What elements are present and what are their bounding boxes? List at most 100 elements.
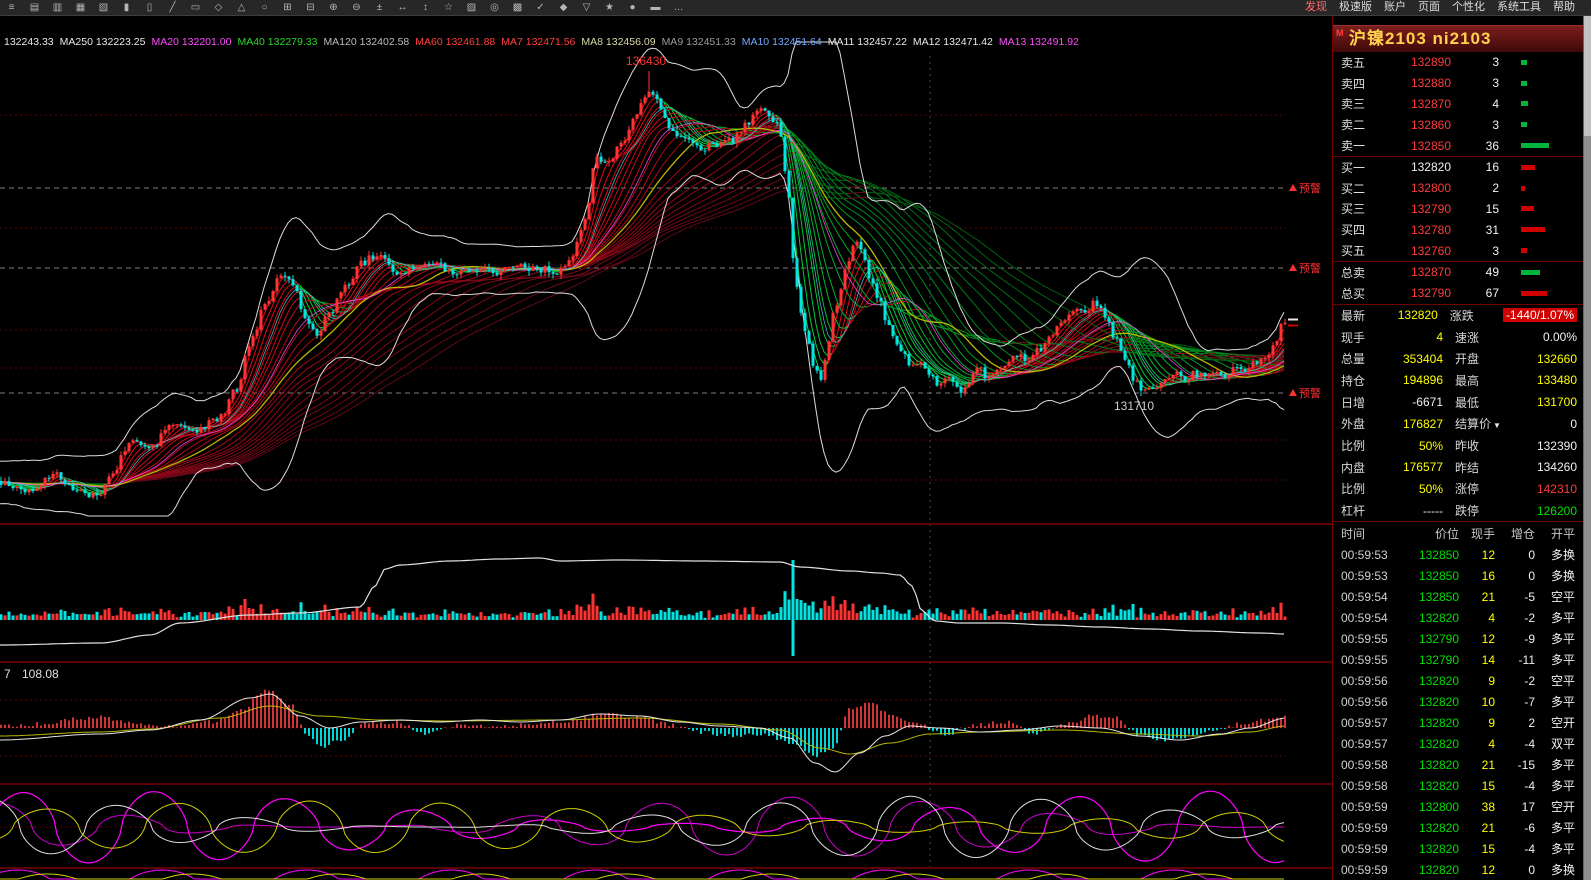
trade-row[interactable]: 00:59:56 132820 9 -2 空平 bbox=[1333, 670, 1583, 691]
orderbook-row[interactable]: 买三 132790 15 bbox=[1333, 199, 1583, 220]
orderbook-row[interactable]: 卖五 132890 3 bbox=[1333, 52, 1583, 73]
stat-label: 最高 bbox=[1455, 373, 1480, 388]
triangle-draw-icon[interactable]: △ bbox=[237, 2, 246, 13]
trade-row[interactable]: 00:59:58 132820 21 -15 多平 bbox=[1333, 754, 1583, 775]
rectangle-draw-icon[interactable]: ▭ bbox=[190, 2, 201, 13]
favorite-icon[interactable]: ☆ bbox=[444, 2, 453, 13]
orderbook-row[interactable]: 买四 132780 31 bbox=[1333, 219, 1583, 240]
chevron-down-icon[interactable]: ▼ bbox=[1493, 421, 1501, 431]
toolbar-menu-item[interactable]: 极速版 bbox=[1339, 1, 1372, 13]
orderbook-qty: 31 bbox=[1485, 222, 1499, 237]
scrollbar-thumb[interactable] bbox=[1584, 16, 1591, 136]
menu-icon[interactable]: ≡ bbox=[8, 2, 15, 13]
scrollbar[interactable] bbox=[1583, 16, 1591, 880]
trough-price-label: 131710 bbox=[1114, 399, 1154, 413]
toolbar-menu-item[interactable]: 个性化 bbox=[1452, 1, 1485, 13]
target-icon[interactable]: ◎ bbox=[490, 2, 499, 13]
diamond-draw-icon[interactable]: ◇ bbox=[214, 2, 223, 13]
stat-value: 0.00% bbox=[1542, 330, 1577, 345]
ohlc-bar-icon[interactable]: ▯ bbox=[146, 2, 153, 13]
trade-cell: 38 bbox=[1481, 799, 1495, 814]
orderbook-row[interactable]: 买五 132760 3 bbox=[1333, 240, 1583, 261]
toolbar-menu-item[interactable]: 页面 bbox=[1418, 1, 1440, 13]
grid-settings-icon[interactable]: ▩ bbox=[512, 2, 523, 13]
stat-label: 总量 bbox=[1341, 352, 1366, 367]
trade-row[interactable]: 00:59:54 132850 21 -5 空平 bbox=[1333, 586, 1583, 607]
trade-list-body[interactable]: 00:59:53 132850 12 0 多换 00:59:53 132850 16 0 多换 00… bbox=[1333, 544, 1583, 880]
confirm-icon[interactable]: ✓ bbox=[536, 2, 545, 13]
trade-row[interactable]: 00:59:53 132850 16 0 多换 bbox=[1333, 565, 1583, 586]
trade-row[interactable]: 00:59:57 132820 4 -4 双平 bbox=[1333, 733, 1583, 754]
orderbook-row[interactable]: 总卖 132870 49 bbox=[1333, 262, 1583, 283]
zoom-out-icon[interactable]: ⊖ bbox=[352, 2, 361, 13]
open-layout-icon[interactable]: ▥ bbox=[52, 2, 63, 13]
volume-profile-icon[interactable]: ▬ bbox=[650, 2, 661, 13]
remove-indicator-icon[interactable]: ⊟ bbox=[306, 2, 315, 13]
alert-marker[interactable]: 预警 bbox=[1289, 261, 1321, 275]
candlestick-icon[interactable]: ▮ bbox=[123, 2, 130, 13]
orderbook-qty: 49 bbox=[1485, 265, 1499, 280]
orderbook-row[interactable]: 卖四 132880 3 bbox=[1333, 73, 1583, 94]
orderbook-price: 132820 bbox=[1410, 160, 1451, 175]
orderbook-row[interactable]: 卖二 132860 3 bbox=[1333, 114, 1583, 135]
trade-cell: 00:59:59 bbox=[1341, 841, 1388, 856]
trade-row[interactable]: 00:59:59 132820 15 -4 多平 bbox=[1333, 838, 1583, 859]
save-layout-icon[interactable]: ▦ bbox=[75, 2, 86, 13]
trade-row[interactable]: 00:59:53 132850 12 0 多换 bbox=[1333, 544, 1583, 565]
trade-row[interactable]: 00:59:56 132820 10 -7 多平 bbox=[1333, 691, 1583, 712]
trade-row[interactable]: 00:59:58 132820 15 -4 多平 bbox=[1333, 775, 1583, 796]
stat-value: 126200 bbox=[1536, 503, 1577, 518]
trade-row[interactable]: 00:59:55 132790 14 -11 多平 bbox=[1333, 649, 1583, 670]
trade-row[interactable]: 00:59:57 132820 9 2 空开 bbox=[1333, 712, 1583, 733]
circle-draw-icon[interactable]: ○ bbox=[261, 2, 268, 13]
chart-area[interactable]: 136430 131710 预警 预警 预警 7 108.08 132243.33 MA250… bbox=[0, 16, 1332, 880]
trade-cell: 132820 bbox=[1418, 694, 1459, 709]
dot-marker-icon[interactable]: ● bbox=[629, 2, 636, 13]
pan-vertical-icon[interactable]: ↕ bbox=[423, 2, 428, 13]
marker-icon[interactable]: ◆ bbox=[559, 2, 568, 13]
toolbar-menu-item[interactable]: 账户 bbox=[1384, 1, 1406, 13]
trade-cell: 132800 bbox=[1418, 799, 1459, 814]
pattern-icon[interactable]: ▨ bbox=[466, 2, 477, 13]
trade-row[interactable]: 00:59:59 132820 12 0 多换 bbox=[1333, 859, 1583, 880]
toolbar-menu-item[interactable]: 发现 bbox=[1305, 1, 1327, 13]
pan-horizontal-icon[interactable]: ↔ bbox=[397, 2, 408, 13]
stat-value: -1440/1.07% bbox=[1502, 308, 1577, 323]
orderbook-row[interactable]: 总买 132790 67 bbox=[1333, 283, 1583, 304]
stat-label: 比例 bbox=[1341, 482, 1366, 497]
new-layout-icon[interactable]: ▤ bbox=[29, 2, 40, 13]
orderbook-row[interactable]: 买一 132820 16 bbox=[1333, 157, 1583, 178]
trade-cell: 4 bbox=[1488, 736, 1495, 751]
page-grid-icon[interactable]: ▧ bbox=[98, 2, 109, 13]
orderbook-row[interactable]: 卖三 132870 4 bbox=[1333, 94, 1583, 115]
trade-row[interactable]: 00:59:59 132800 38 17 空开 bbox=[1333, 796, 1583, 817]
orderbook-row-label: 卖四 bbox=[1341, 76, 1366, 91]
contract-title-bar[interactable]: M 沪镍2103 ni2103 bbox=[1333, 25, 1583, 52]
add-indicator-icon[interactable]: ⊞ bbox=[283, 2, 292, 13]
toolbar-menu-item[interactable]: 系统工具 bbox=[1497, 1, 1541, 13]
alert-marker[interactable]: 预警 bbox=[1289, 386, 1321, 400]
toolbar-menu-item[interactable]: 帮助 bbox=[1553, 1, 1575, 13]
star-icon[interactable]: ★ bbox=[605, 2, 614, 13]
more-icon[interactable]: … bbox=[673, 2, 684, 13]
orderbook-row[interactable]: 卖一 132850 36 bbox=[1333, 135, 1583, 156]
trade-row[interactable]: 00:59:59 132820 21 -6 多平 bbox=[1333, 817, 1583, 838]
alert-marker[interactable]: 预警 bbox=[1289, 181, 1321, 195]
orderbook-row[interactable]: 买二 132800 2 bbox=[1333, 178, 1583, 199]
trade-cell: 14 bbox=[1481, 652, 1495, 667]
trade-cell: -11 bbox=[1518, 652, 1535, 667]
trade-row[interactable]: 00:59:55 132790 12 -9 多平 bbox=[1333, 628, 1583, 649]
trade-row[interactable]: 00:59:54 132820 4 -2 多平 bbox=[1333, 607, 1583, 628]
down-marker-icon[interactable]: ▽ bbox=[582, 2, 591, 13]
ma-value-MA12: MA12 132471.42 bbox=[912, 36, 993, 48]
trade-cell: 多平 bbox=[1550, 821, 1575, 836]
trade-cell: 00:59:54 bbox=[1341, 610, 1388, 625]
trade-cell: 00:59:59 bbox=[1341, 799, 1388, 814]
orderbook-volume-bar bbox=[1499, 143, 1577, 149]
measure-icon[interactable]: ± bbox=[376, 2, 383, 13]
zoom-in-icon[interactable]: ⊕ bbox=[329, 2, 338, 13]
trendline-icon[interactable]: ╱ bbox=[169, 2, 176, 13]
orderbook-row-label: 卖五 bbox=[1341, 55, 1366, 70]
stat-label: 内盘 bbox=[1341, 460, 1366, 475]
